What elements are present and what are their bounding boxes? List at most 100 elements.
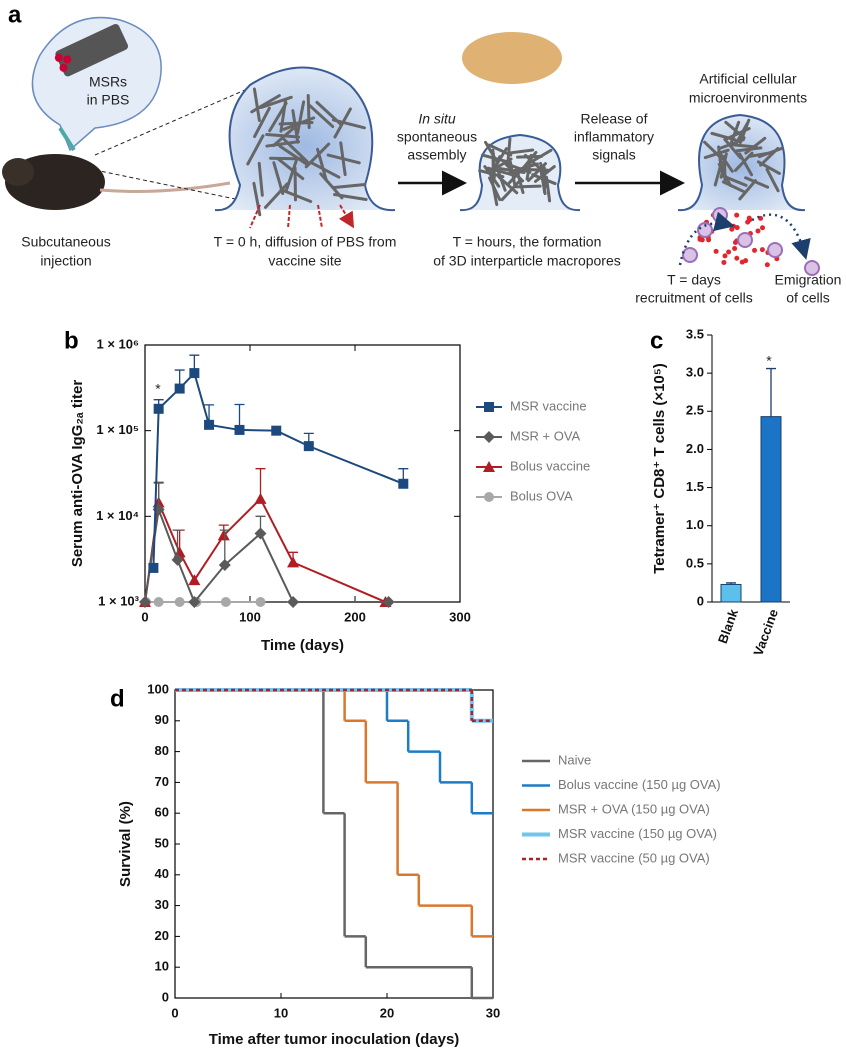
x-tick-label: 30 <box>486 1005 500 1020</box>
panel-label: a <box>8 1 22 28</box>
caption: Subcutaneous <box>21 234 111 250</box>
x-tick-label: 0 <box>171 1005 178 1020</box>
rod <box>339 141 347 177</box>
rod <box>759 146 780 167</box>
annotation: * <box>766 353 772 369</box>
caption: Release of <box>581 111 648 127</box>
rod <box>333 107 352 139</box>
signal-dot <box>732 239 738 245</box>
y-tick-label: 2.5 <box>686 403 704 418</box>
cell <box>697 222 713 238</box>
y-tick-label: 80 <box>155 743 169 758</box>
zoom-line <box>94 169 241 201</box>
signal-dot <box>745 219 751 225</box>
signal-dot <box>759 247 765 253</box>
y-tick-label: 100 <box>147 681 169 696</box>
y-tick-label: 2.0 <box>686 441 704 456</box>
error-bar <box>766 367 776 417</box>
rod <box>269 156 305 161</box>
caption: of 3D interparticle macropores <box>433 253 621 269</box>
rod <box>250 94 281 114</box>
diagram: MSRs in PBS Subcutaneous injection T = 0… <box>2 16 841 306</box>
marker <box>148 562 159 573</box>
x-tick-label: Vaccine <box>750 607 781 658</box>
caption: injection <box>40 253 91 269</box>
legend-marker <box>484 402 494 412</box>
y-tick-label: 60 <box>155 805 169 820</box>
cell <box>804 260 820 276</box>
caption: T = days <box>667 272 721 288</box>
rod <box>492 147 508 171</box>
marker <box>153 597 164 607</box>
caption: vaccine site <box>268 253 341 269</box>
rod <box>246 134 265 166</box>
rod <box>516 154 544 159</box>
annotation: * <box>155 381 161 397</box>
rod <box>765 167 780 193</box>
marker <box>220 597 231 607</box>
signal-dot <box>752 247 758 253</box>
diffusion-arrows <box>249 204 352 228</box>
rod <box>490 179 499 207</box>
signal-dot <box>734 255 740 261</box>
caption: In situ <box>418 111 456 127</box>
legend-label: Bolus vaccine <box>510 458 590 473</box>
x-tick-label: 10 <box>274 1005 288 1020</box>
bubble-label: MSRs <box>89 74 127 90</box>
rod <box>722 174 748 187</box>
marker <box>139 596 151 608</box>
rod <box>309 160 341 179</box>
rod <box>723 137 742 160</box>
y-tick-label: 1 × 10³ <box>98 593 140 608</box>
marker <box>173 546 186 558</box>
rod <box>735 146 763 153</box>
rod <box>319 172 344 200</box>
marker <box>255 597 266 607</box>
rod <box>719 152 728 179</box>
vaccine-dome <box>214 66 396 212</box>
legend-marker <box>484 492 494 502</box>
y-tick-label: 10 <box>155 959 169 974</box>
rod <box>263 182 289 209</box>
rod <box>507 148 535 155</box>
marker <box>303 441 314 452</box>
series-line <box>144 505 389 604</box>
marker <box>218 559 231 572</box>
y-axis-label: Survival (%) <box>117 801 134 887</box>
x-tick-label: 0 <box>141 609 148 624</box>
rod <box>252 181 262 217</box>
signal-dot <box>734 212 740 218</box>
syringe <box>58 126 76 152</box>
rod <box>253 106 271 139</box>
marker <box>287 556 300 568</box>
cell <box>712 207 728 223</box>
signal-dot <box>722 253 728 259</box>
y-axis-label: Tetramer⁺ CD8⁺ T cells (×10⁵) <box>651 363 668 574</box>
y-tick-label: 1.5 <box>686 479 704 494</box>
zoom-line <box>94 89 246 156</box>
marker <box>153 403 164 414</box>
plot-frame <box>174 689 494 999</box>
legend-label: Naive <box>558 752 591 767</box>
rod <box>307 103 335 129</box>
y-tick-label: 1 × 10⁵ <box>96 422 139 437</box>
rod <box>539 161 549 189</box>
marker <box>174 383 185 394</box>
macropore-image <box>462 32 562 84</box>
bar <box>760 416 782 603</box>
marker <box>254 492 267 504</box>
signal-dot <box>729 226 735 232</box>
mouse-head <box>2 158 34 186</box>
rod <box>252 87 261 123</box>
rod <box>296 100 306 135</box>
y-tick-label: 50 <box>155 835 169 850</box>
signal-dot <box>732 246 738 252</box>
caption: of cells <box>786 290 830 306</box>
rod <box>265 140 301 148</box>
recruit-arrow <box>678 211 735 266</box>
rod <box>738 179 757 201</box>
legend-label: Bolus OVA <box>510 488 573 503</box>
signal-dot <box>721 259 727 265</box>
bubble-label: in PBS <box>87 92 130 108</box>
rod <box>748 150 775 158</box>
